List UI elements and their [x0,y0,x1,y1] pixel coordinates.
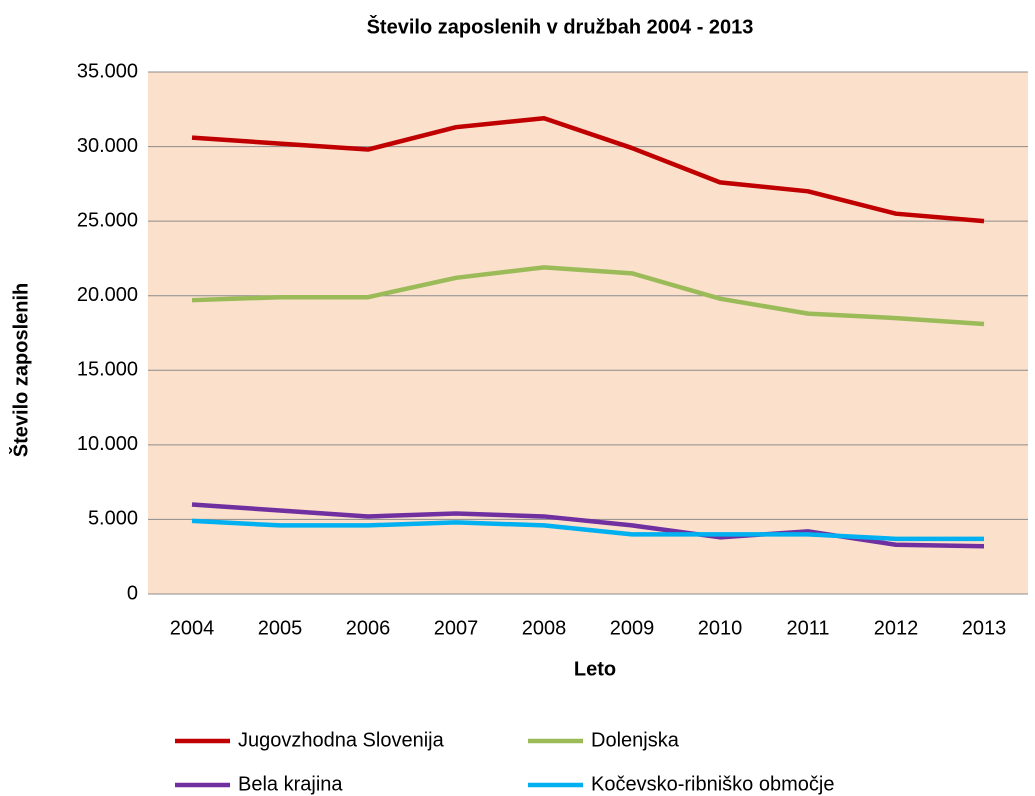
x-tick-label: 2006 [346,617,391,639]
x-tick-label: 2012 [874,617,919,639]
legend-label: Bela krajina [238,773,343,795]
x-tick-label: 2013 [962,617,1007,639]
y-tick-label: 10.000 [77,433,138,455]
y-tick-label: 5.000 [88,508,138,530]
y-tick-label: 15.000 [77,359,138,381]
data-line [191,518,984,542]
data-line [191,115,985,224]
y-tick-label: 30.000 [77,135,138,157]
plot-area [148,72,1028,594]
x-tick-label: 2004 [170,617,215,639]
y-tick-label: 0 [127,582,138,604]
legend-label: Dolenjska [591,729,680,751]
y-tick-label: 20.000 [77,284,138,306]
x-tick-label: 2005 [258,617,303,639]
x-tick-label: 2007 [434,617,479,639]
y-tick-label: 35.000 [77,60,138,82]
y-tick-label: 25.000 [77,209,138,231]
x-tick-label: 2009 [610,617,655,639]
x-tick-label: 2008 [522,617,567,639]
x-tick-label: 2011 [786,617,829,639]
y-axis-label: Število zaposlenih [8,283,32,457]
chart-title: Število zaposlenih v družbah 2004 - 2013 [367,14,754,38]
data-line [191,265,985,327]
legend-label: Jugovzhodna Slovenija [238,729,445,751]
x-tick-label: 2010 [698,617,743,639]
x-axis-label: Leto [574,658,616,680]
legend-label: Kočevsko-ribniško območje [591,773,834,795]
